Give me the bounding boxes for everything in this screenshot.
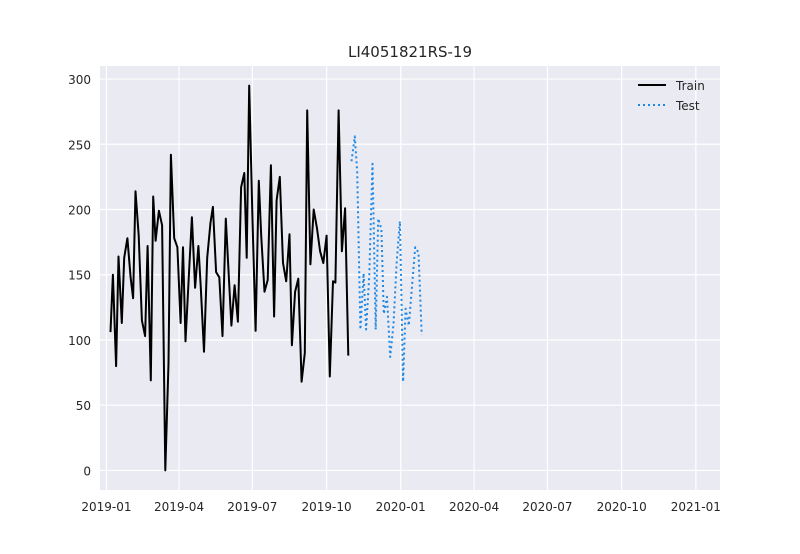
series-test-line: [350, 135, 423, 383]
y-tick-label: 100: [68, 334, 91, 348]
x-tick-label: 2019-04: [154, 500, 204, 514]
x-tick-label: 2020-04: [449, 500, 499, 514]
legend-label-test: Test: [675, 99, 700, 113]
x-tick-label: 2020-07: [522, 500, 572, 514]
y-tick-label: 150: [68, 269, 91, 283]
y-tick-label: 300: [68, 73, 91, 87]
x-tick-label: 2020-01: [376, 500, 426, 514]
series-train-line: [109, 84, 350, 472]
x-tick-label: 2019-07: [227, 500, 277, 514]
x-tick-label: 2019-10: [301, 500, 351, 514]
tick-labels: 0 50 100 150 200 250 300 2019-01 2019-04 2019-07 2…: [68, 73, 721, 514]
y-tick-label: 200: [68, 204, 91, 218]
legend: Train Test: [638, 79, 705, 113]
x-tick-label: 2021-01: [671, 500, 721, 514]
x-tick-label: 2020-10: [597, 500, 647, 514]
x-tick-label: 2019-01: [81, 500, 131, 514]
series-layer: [109, 84, 423, 472]
chart-title: LI4051821RS-19: [348, 43, 472, 61]
y-tick-label: 250: [68, 138, 91, 152]
y-tick-label: 50: [76, 399, 91, 413]
legend-label-train: Train: [675, 79, 705, 93]
plot-area: [100, 66, 720, 490]
y-tick-label: 0: [83, 464, 91, 478]
